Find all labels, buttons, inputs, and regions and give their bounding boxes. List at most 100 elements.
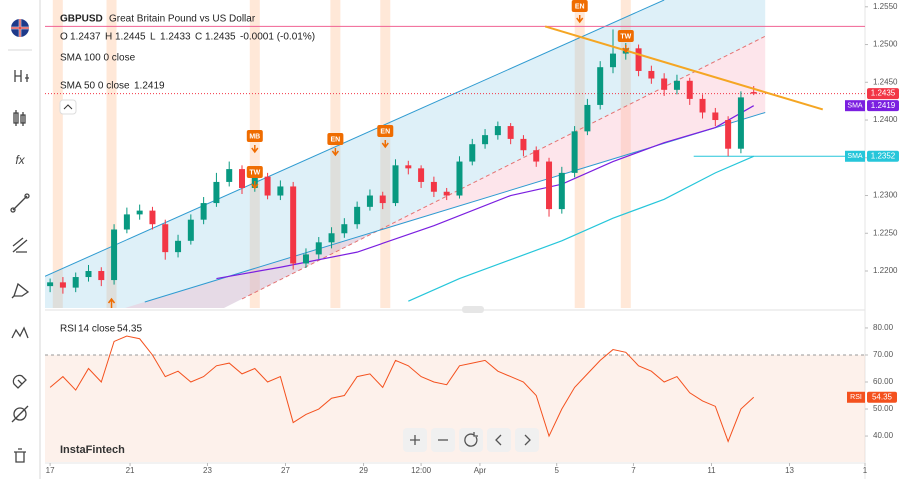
rsi-tick-label: 70.00	[873, 350, 894, 359]
candle-body	[737, 97, 744, 149]
sma50-tag-name: SMA	[847, 103, 863, 110]
indicator-1-legend: SMA 100 0 close	[60, 53, 136, 64]
flag-cross-red	[11, 19, 29, 37]
indicator-value: 1.2419	[134, 81, 165, 92]
signal-badge	[617, 30, 634, 42]
candle-body	[277, 186, 284, 196]
candle-body	[699, 98, 706, 113]
magnet-icon[interactable]	[12, 374, 27, 389]
symbol-description: Great Britain Pound vs US Dollar	[109, 14, 256, 25]
ohlc-label: H	[105, 32, 112, 43]
candle-body	[571, 131, 578, 173]
brush-icon[interactable]	[11, 282, 30, 299]
ohlc-value: 1.2437	[70, 32, 101, 43]
indicator-params: 50 0 close	[84, 81, 130, 92]
candle-body	[213, 181, 220, 204]
zoom-in-icon	[410, 435, 420, 445]
candle-body	[635, 48, 642, 71]
price-tag-box	[867, 88, 899, 100]
candles-icon[interactable]	[13, 110, 26, 126]
trendline-handle	[24, 193, 30, 199]
zoom-controls	[403, 428, 539, 452]
signal-label: TW	[249, 169, 260, 176]
candle-body	[366, 195, 373, 207]
reset-button[interactable]	[459, 428, 483, 452]
candle-body	[315, 242, 322, 255]
candle-body	[264, 176, 271, 196]
candle-body	[175, 240, 182, 253]
candle-body	[507, 126, 514, 139]
rsi-value: 54.35	[117, 324, 142, 335]
rsi-tag: 54.35	[872, 392, 893, 401]
x-tick-label: 7	[631, 466, 636, 475]
candle-body	[533, 150, 540, 162]
sma-line	[408, 155, 754, 302]
candle-body	[405, 165, 412, 169]
rsi-tag-name-box	[847, 391, 865, 403]
candle-body	[725, 120, 732, 149]
collapse-icon	[63, 104, 73, 110]
sma100-tag-name: SMA	[847, 153, 863, 160]
collapse-button[interactable]	[59, 99, 77, 115]
candle-body	[750, 92, 757, 94]
x-tick-label: 17	[46, 466, 55, 475]
rsi-tick-label: 50.00	[873, 404, 894, 413]
channel-upper-fill	[45, 0, 766, 308]
ohlc-label: O	[60, 32, 68, 43]
rsi-tick-label: 60.00	[873, 377, 894, 386]
timeframe-icon[interactable]	[14, 70, 29, 82]
x-tick-label: 11	[707, 466, 716, 475]
candle-body	[354, 206, 361, 225]
candle-body	[136, 210, 143, 215]
reset-icon	[464, 432, 478, 447]
y-tick-label: 1.2450	[873, 77, 898, 86]
y-tick-label: 1.2200	[873, 266, 898, 275]
scroll-left-button[interactable]	[487, 428, 511, 452]
candle-body	[546, 161, 553, 210]
y-tick-label: 1.2400	[873, 115, 898, 124]
rsi-tick-label: 80.00	[873, 323, 894, 332]
eye-icon[interactable]	[13, 407, 27, 421]
indicators-icon[interactable]: fx	[15, 153, 25, 167]
candle-body	[558, 172, 565, 210]
signal-zone	[574, 0, 585, 308]
signal-arrow	[381, 140, 389, 149]
x-tick-label: 27	[281, 466, 290, 475]
candle-body	[648, 70, 655, 79]
signal-badge	[246, 130, 263, 142]
trash-icon[interactable]	[14, 448, 26, 463]
pattern-icon[interactable]	[11, 326, 29, 339]
x-tick-label: 1	[863, 466, 868, 475]
pane-resize-handle[interactable]	[462, 306, 484, 313]
x-tick-label: 23	[203, 466, 212, 475]
sma100-tag-box	[867, 150, 899, 162]
sma100-tag-name-box	[845, 150, 865, 162]
candle-body	[187, 219, 194, 241]
candle-body	[712, 112, 719, 121]
candle-body	[494, 126, 501, 136]
price-change: -0.0001 (-0.01%)	[240, 32, 315, 43]
sma50-tag-box	[867, 100, 899, 112]
candle-body	[584, 104, 591, 132]
fib-icon[interactable]	[12, 237, 28, 253]
ohlc-value: 1.2435	[205, 32, 236, 43]
signal-zone	[52, 0, 63, 308]
signal-label: TW	[620, 33, 631, 40]
scroll-right-button[interactable]	[515, 428, 539, 452]
price-tag: 1.2435	[871, 89, 896, 98]
signal-arrow	[622, 45, 630, 54]
indicator-name: SMA	[60, 53, 82, 64]
candle-body	[379, 195, 386, 204]
trendline-icon[interactable]	[12, 195, 28, 211]
eye-slash	[11, 405, 29, 423]
sma-line	[216, 105, 755, 280]
signal-arrow	[576, 15, 584, 24]
candle-body	[162, 224, 169, 253]
candle-body	[520, 138, 527, 151]
scroll-right-icon	[524, 434, 531, 446]
channel-upper	[45, 0, 665, 277]
x-tick-label: 13	[785, 466, 794, 475]
overlay: O 1.2437 H 1.2445 L 1.2433 C 1.2435MBTWENENENTW…	[46, 0, 899, 475]
